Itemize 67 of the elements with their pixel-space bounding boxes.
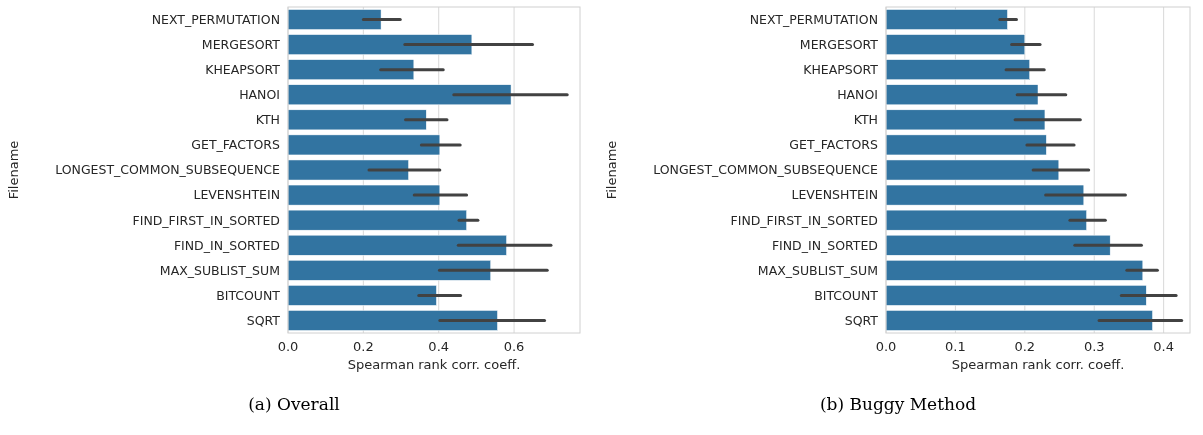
y-tick-label: NEXT_PERMUTATION bbox=[749, 11, 878, 27]
x-axis-title: Spearman rank corr. coeff. bbox=[951, 357, 1125, 372]
bar bbox=[287, 109, 427, 131]
bar bbox=[885, 310, 1153, 331]
bar bbox=[287, 285, 437, 306]
y-tick-label: FIND_IN_SORTED bbox=[173, 237, 280, 253]
bar bbox=[287, 159, 409, 181]
bar bbox=[287, 34, 473, 55]
x-tick-label: 0.4 bbox=[1153, 339, 1174, 354]
y-tick-label: KTH bbox=[255, 112, 280, 128]
bar bbox=[287, 59, 415, 80]
y-axis-title: Filename bbox=[604, 140, 619, 200]
y-tick-label: LEVENSHTEIN bbox=[791, 187, 878, 203]
bar bbox=[885, 159, 1060, 181]
text: (b) Buggy Method bbox=[819, 394, 977, 414]
y-axis-title: Filename bbox=[6, 140, 21, 200]
y-tick-label: SQRT bbox=[844, 312, 879, 328]
x-tick-label: 0.0 bbox=[875, 339, 897, 354]
y-tick-label: MERGESORT bbox=[799, 36, 879, 52]
y-tick-label: LONGEST_COMMON_SUBSEQUENCE bbox=[55, 162, 281, 178]
bar bbox=[287, 134, 441, 156]
bar bbox=[287, 310, 498, 331]
y-tick-label: HANOI bbox=[239, 87, 280, 103]
x-tick-label: 0.6 bbox=[503, 339, 525, 354]
y-tick-label: LONGEST_COMMON_SUBSEQUENCE bbox=[653, 162, 879, 178]
y-tick-label: KHEAPSORT bbox=[205, 62, 281, 78]
y-tick-label: NEXT_PERMUTATION bbox=[151, 11, 280, 27]
bar bbox=[885, 234, 1111, 256]
bar bbox=[885, 59, 1030, 80]
x-tick-label: 0.4 bbox=[428, 339, 450, 354]
y-tick-label: KTH bbox=[853, 112, 878, 128]
y-tick-label: GET_FACTORS bbox=[191, 137, 281, 153]
bar bbox=[885, 84, 1039, 106]
bar bbox=[885, 184, 1085, 206]
x-tick-label: 0.2 bbox=[353, 339, 374, 354]
bar bbox=[885, 260, 1144, 281]
bar bbox=[287, 234, 507, 256]
y-tick-label: MAX_SUBLIST_SUM bbox=[757, 262, 878, 278]
y-tick-label: GET_FACTORS bbox=[789, 137, 879, 153]
y-tick-label: BITCOUNT bbox=[814, 287, 879, 303]
y-tick-label: BITCOUNT bbox=[216, 287, 281, 303]
bar bbox=[287, 184, 441, 206]
bar bbox=[885, 285, 1147, 306]
y-tick-label: LEVENSHTEIN bbox=[193, 187, 280, 203]
y-tick-label: FIND_IN_SORTED bbox=[771, 237, 878, 253]
bar bbox=[885, 134, 1047, 156]
x-tick-label: 0.3 bbox=[1083, 339, 1105, 354]
y-tick-label: MAX_SUBLIST_SUM bbox=[159, 262, 280, 278]
bar bbox=[287, 260, 491, 281]
x-tick-label: 0.0 bbox=[277, 339, 299, 354]
y-tick-label: FIND_FIRST_IN_SORTED bbox=[132, 212, 280, 228]
bar bbox=[885, 34, 1026, 55]
bar bbox=[287, 9, 382, 30]
bar bbox=[287, 84, 512, 106]
bar bbox=[885, 109, 1046, 131]
y-tick-label: SQRT bbox=[246, 312, 281, 328]
bar bbox=[885, 209, 1087, 231]
bar bbox=[287, 209, 467, 231]
y-tick-label: HANOI bbox=[837, 87, 878, 103]
x-tick-label: 0.1 bbox=[945, 339, 966, 354]
y-tick-label: FIND_FIRST_IN_SORTED bbox=[730, 212, 878, 228]
bar bbox=[885, 9, 1008, 30]
y-tick-label: KHEAPSORT bbox=[803, 62, 879, 78]
x-axis-title: Spearman rank corr. coeff. bbox=[347, 357, 521, 372]
y-tick-label: MERGESORT bbox=[201, 36, 281, 52]
x-tick-label: 0.2 bbox=[1014, 339, 1036, 354]
text: (a) Overall bbox=[248, 394, 340, 414]
